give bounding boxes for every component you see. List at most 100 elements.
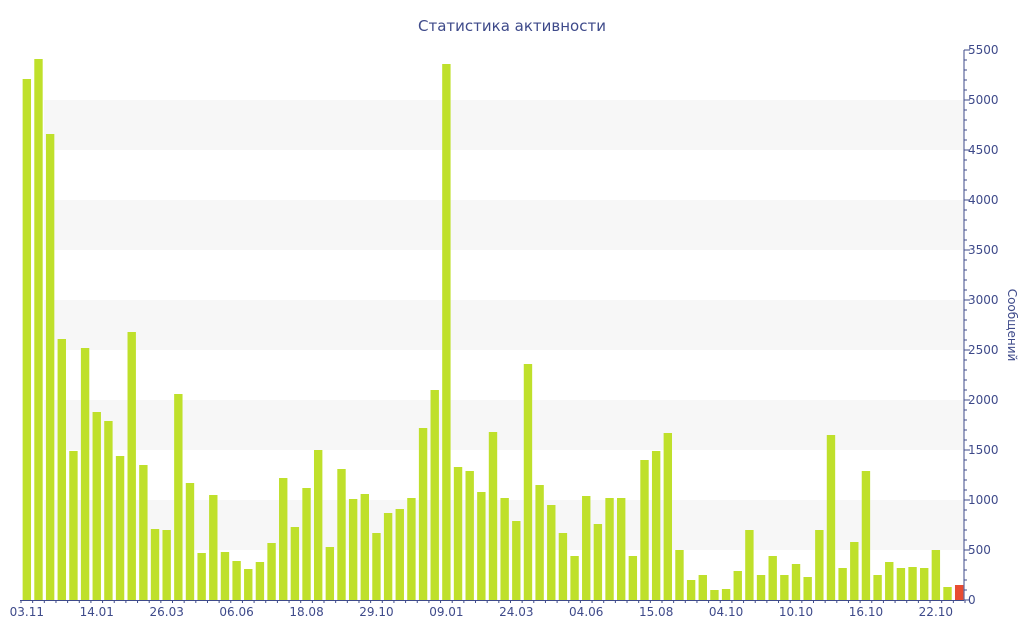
bar [220, 552, 230, 600]
bar [290, 527, 300, 600]
bar [104, 421, 113, 600]
bars-group [22, 59, 964, 600]
bar [582, 496, 591, 600]
bar [815, 530, 824, 600]
bar [500, 498, 509, 600]
bar [337, 469, 346, 600]
bar [512, 521, 521, 600]
x-tick-label: 24.03 [499, 605, 533, 619]
grid-band [44, 400, 964, 450]
bar [663, 433, 673, 600]
chart-title: Статистика активности [418, 17, 606, 35]
x-tick-label: 04.10 [709, 605, 743, 619]
y-tick-label: 4000 [968, 193, 999, 207]
x-tick-label: 03.11 [10, 605, 44, 619]
bar [756, 575, 766, 600]
bar [115, 456, 125, 600]
bar [698, 575, 707, 600]
bar [150, 529, 160, 600]
x-axis: 03.11 14.01 26.03 06.06 18.08 29.10 09.01 24.03… [10, 600, 966, 619]
bar [826, 435, 836, 600]
y-tick-label: 5500 [968, 43, 999, 57]
x-tick-label: 16.10 [849, 605, 883, 619]
bar [418, 428, 428, 600]
y-tick-label: 0 [968, 593, 976, 607]
bar [721, 589, 731, 600]
bar [651, 451, 661, 600]
x-tick-label: 04.06 [569, 605, 603, 619]
bar [34, 59, 43, 600]
bar [605, 498, 614, 600]
x-tick-label: 29.10 [359, 605, 393, 619]
bar [465, 471, 474, 600]
bar [640, 460, 649, 600]
bar [267, 543, 276, 600]
bar [477, 492, 486, 600]
bar [558, 533, 568, 600]
grid-band [44, 100, 964, 150]
x-tick-label: 14.01 [80, 605, 114, 619]
bar [139, 465, 148, 600]
grid-bands [44, 100, 964, 550]
y-tick-label: 1000 [968, 493, 999, 507]
bar [838, 568, 847, 600]
y-tick-label: 1500 [968, 443, 999, 457]
bar [313, 450, 323, 600]
bar [244, 569, 253, 600]
y-tick-label: 4500 [968, 143, 999, 157]
bar [302, 488, 311, 600]
y-tick-label: 5000 [968, 93, 999, 107]
bar [22, 79, 32, 600]
bar [232, 561, 241, 600]
bar [360, 494, 369, 600]
x-tick-label: 22.10 [919, 605, 953, 619]
bar [407, 498, 416, 600]
x-tick-label: 15.08 [639, 605, 673, 619]
bar [57, 339, 66, 600]
bar [395, 509, 404, 600]
y-tick-label: 3000 [968, 293, 999, 307]
bar [570, 556, 579, 600]
y-tick-label: 3500 [968, 243, 999, 257]
y-axis: 0 500 1000 1500 2000 2500 3000 3500 4000 4500 5000… [963, 43, 999, 607]
bar [69, 451, 78, 600]
bar [185, 483, 195, 600]
bar [523, 364, 533, 600]
bar-highlight [954, 585, 964, 600]
bar [453, 467, 463, 600]
y-tick-label: 500 [968, 543, 991, 557]
x-tick-label: 26.03 [149, 605, 183, 619]
y-tick-label: 2500 [968, 343, 999, 357]
bar [547, 505, 556, 600]
grid-band [44, 200, 964, 250]
bar [279, 478, 288, 600]
bar [209, 495, 218, 600]
bar [162, 530, 171, 600]
bar [92, 412, 101, 600]
bar [127, 332, 136, 600]
bar [442, 64, 451, 600]
y-tick-label: 2000 [968, 393, 999, 407]
bar [255, 562, 265, 600]
bar [430, 390, 439, 600]
x-tick-label: 06.06 [219, 605, 253, 619]
bar [791, 564, 801, 600]
bar [593, 524, 603, 600]
bar [745, 530, 754, 600]
grid-band [44, 300, 964, 350]
bar [780, 575, 789, 600]
x-tick-label: 09.01 [429, 605, 463, 619]
bar [733, 571, 742, 600]
bar [896, 568, 906, 600]
bar [873, 575, 882, 600]
bar [348, 499, 358, 600]
bar [383, 513, 393, 600]
bar [943, 587, 952, 600]
bar [920, 568, 929, 600]
x-tick-label: 10.10 [779, 605, 813, 619]
bar [325, 547, 335, 600]
bar [931, 550, 941, 600]
bar [850, 542, 859, 600]
bar [174, 394, 183, 600]
